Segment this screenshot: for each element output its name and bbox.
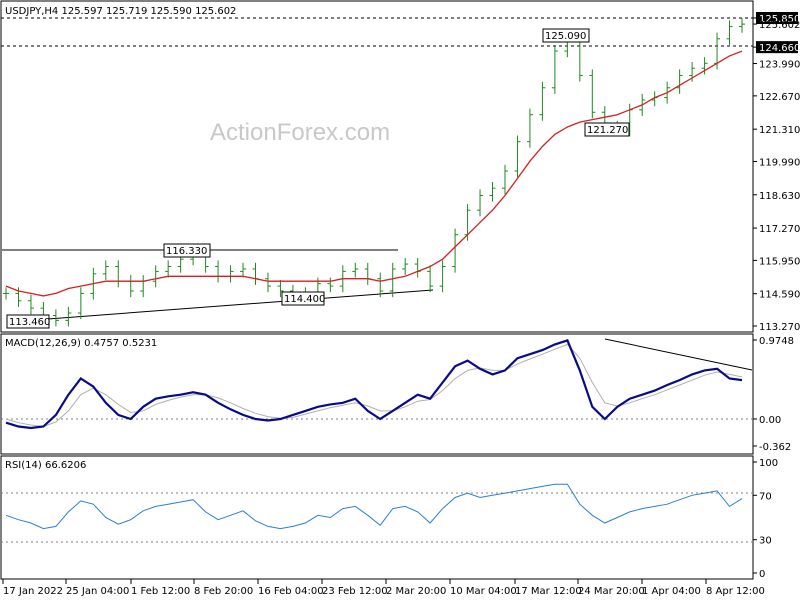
price-bar (115, 260, 122, 288)
price-bar (127, 275, 134, 298)
price-bar (227, 265, 234, 283)
macd-label: MACD(12,26,9) 0.4757 0.5231 (5, 338, 157, 349)
price-bar (551, 44, 558, 94)
price-bar (102, 260, 109, 280)
price-tick-label: 115.950 (759, 256, 800, 267)
price-bar (427, 265, 434, 293)
macd-panel (0, 333, 754, 455)
rsi-panel (0, 455, 754, 580)
price-bar (352, 262, 359, 278)
price-bar (452, 228, 459, 273)
annotation-121270: 121.270 (584, 122, 630, 137)
rsi-tick-label: 100 (759, 458, 778, 469)
rsi-axis: 100 70 30 0 (753, 458, 778, 580)
macd-main-line (5, 339, 743, 430)
price-tick-label: 121.310 (759, 125, 800, 136)
svg-text:121.270: 121.270 (587, 125, 628, 136)
time-axis: 17 Jan 2022 25 Jan 04:00 1 Feb 12:00 8 Feb … (2, 579, 765, 597)
annotation-113460: 113.460 (6, 314, 50, 329)
price-tick-label: 119.990 (759, 157, 800, 168)
rsi-tick-label: 0 (759, 569, 765, 580)
svg-text:114.400: 114.400 (284, 294, 325, 305)
time-tick-label: 1 Apr 04:00 (642, 586, 701, 597)
price-tick-label: 114.590 (759, 290, 800, 301)
annotation-125090: 125.090 (542, 28, 590, 43)
symbol-header: USDJPY,H4 125.597 125.719 125.590 125.60… (5, 6, 236, 17)
rsi-line (5, 483, 743, 530)
svg-text:116.330: 116.330 (166, 246, 207, 257)
price-tick-label: 122.670 (759, 92, 800, 103)
macd-tick-label: -0.362 (759, 442, 791, 453)
price-tag-bg (756, 12, 798, 24)
price-bar (514, 135, 521, 178)
price-bar (364, 262, 371, 285)
rsi-tick-label: 30 (759, 536, 772, 547)
price-tick-label: 118.630 (759, 191, 800, 202)
price-panel (0, 0, 754, 333)
price-bar (676, 69, 683, 94)
price-bar (539, 81, 546, 121)
time-tick-label: 16 Feb 04:00 (258, 586, 324, 597)
price-bar (165, 260, 172, 278)
price-bar (77, 287, 84, 320)
macd-tick-label: 0.00 (759, 415, 781, 426)
rsi-label: RSI(14) 66.6206 (5, 460, 86, 471)
price-bar (589, 69, 596, 119)
time-tick-label: 8 Feb 20:00 (194, 586, 253, 597)
price-bar (52, 309, 59, 327)
price-tick-label: 125.850 (759, 14, 800, 25)
price-tick-label: 125.602 (759, 20, 800, 31)
price-bar (501, 164, 508, 195)
price-bar (402, 257, 409, 276)
price-bar (277, 279, 284, 298)
price-bar (140, 275, 147, 298)
watermark: ActionForex.com (210, 119, 390, 146)
svg-text:125.090: 125.090 (545, 31, 586, 42)
price-bar (327, 277, 334, 293)
moving-average-line (5, 50, 743, 297)
price-bar (252, 262, 259, 285)
price-bar (701, 57, 708, 75)
price-tick-label: 113.270 (759, 322, 800, 333)
price-bar (489, 182, 496, 202)
price-bar (526, 108, 533, 148)
macd-divergence-line (604, 338, 753, 371)
price-tick-label: 123.990 (759, 60, 800, 71)
price-bar (414, 257, 421, 278)
svg-text:113.460: 113.460 (9, 317, 50, 328)
price-bar (377, 272, 384, 298)
time-tick-label: 10 Mar 04:00 (450, 586, 517, 597)
macd-axis: 0.9748 0.00 -0.362 (753, 336, 794, 453)
annotation-114400: 114.400 (281, 291, 325, 306)
price-bar (65, 306, 72, 327)
time-tick-label: 24 Mar 20:00 (578, 586, 645, 597)
price-bar (389, 262, 396, 298)
price-bar (477, 189, 484, 217)
price-bar (726, 20, 733, 45)
price-bar (152, 265, 159, 288)
price-bar (27, 294, 34, 315)
time-tick-label: 17 Mar 12:00 (515, 586, 582, 597)
price-tag-bg (756, 41, 798, 54)
time-tick-label: 17 Jan 2022 (3, 586, 63, 597)
macd-tick-label: 0.9748 (759, 336, 794, 347)
time-tick-label: 25 Jan 04:00 (66, 586, 129, 597)
price-tick-label: 117.270 (759, 224, 800, 235)
time-tick-label: 2 Mar 20:00 (386, 586, 446, 597)
price-bar (264, 272, 271, 293)
price-tick-label: 124.660 (759, 43, 800, 54)
time-tick-label: 23 Feb 12:00 (322, 586, 388, 597)
price-bar (3, 287, 9, 300)
price-bar (240, 262, 247, 278)
rsi-tick-label: 70 (759, 491, 772, 502)
time-tick-label: 8 Apr 12:00 (706, 586, 765, 597)
time-tick-label: 1 Feb 12:00 (131, 586, 190, 597)
price-bar (439, 260, 446, 293)
rising-support-line (7, 289, 434, 323)
annotation-116330: 116.330 (163, 243, 211, 258)
price-bar (739, 18, 745, 33)
price-bar (215, 260, 222, 283)
